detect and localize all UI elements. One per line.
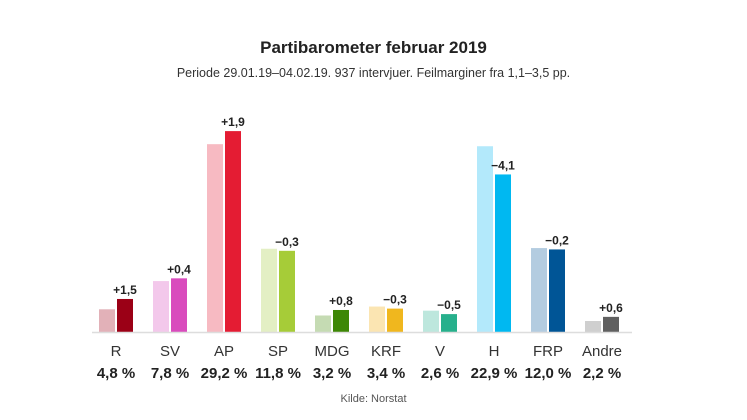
category-label: R xyxy=(111,343,122,360)
chart-title: Partibarometer februar 2019 xyxy=(260,38,487,57)
category-label: KRF xyxy=(371,343,401,360)
current-bar xyxy=(387,308,403,332)
current-bar xyxy=(333,309,349,332)
current-bar xyxy=(549,249,565,332)
change-label: +0,8 xyxy=(329,294,353,308)
value-label: 22,9 % xyxy=(471,365,518,382)
current-bar xyxy=(117,298,133,332)
value-label: 2,2 % xyxy=(583,365,621,382)
previous-bar xyxy=(261,248,277,332)
previous-bar xyxy=(315,315,331,332)
change-label: −0,3 xyxy=(383,293,407,307)
previous-bar xyxy=(369,306,385,332)
current-bar xyxy=(603,316,619,332)
value-label: 11,8 % xyxy=(255,365,301,382)
value-label: 4,8 % xyxy=(97,365,135,382)
current-bar xyxy=(441,314,457,332)
category-label: AP xyxy=(214,343,234,360)
previous-bar xyxy=(153,281,169,332)
category-label: Andre xyxy=(582,343,622,360)
category-label: SV xyxy=(160,343,180,360)
value-label: 12,0 % xyxy=(525,365,572,382)
change-label: −0,3 xyxy=(275,235,299,249)
value-label: 3,4 % xyxy=(367,365,405,382)
category-label: MDG xyxy=(315,343,350,360)
previous-bar xyxy=(207,144,223,332)
previous-bar xyxy=(423,310,439,332)
change-label: +0,6 xyxy=(599,301,623,315)
category-label: SP xyxy=(268,343,288,360)
current-bar xyxy=(171,278,187,332)
value-label: 7,8 % xyxy=(151,365,189,382)
change-label: −0,5 xyxy=(437,298,461,312)
change-label: +1,5 xyxy=(113,283,137,297)
category-label: H xyxy=(489,343,500,360)
category-label: FRP xyxy=(533,343,563,360)
category-label: V xyxy=(435,343,445,360)
previous-bar xyxy=(585,320,601,332)
change-label: +1,9 xyxy=(221,115,245,129)
value-label: 3,2 % xyxy=(313,365,351,382)
chart-source: Kilde: Norstat xyxy=(340,393,407,405)
previous-bar xyxy=(531,248,547,332)
current-bar xyxy=(279,250,295,332)
change-label: +0,4 xyxy=(167,262,191,276)
value-label: 29,2 % xyxy=(201,365,248,382)
previous-bar xyxy=(99,309,115,332)
change-label: −4,1 xyxy=(491,158,515,172)
chart-subtitle: Periode 29.01.19–04.02.19. 937 intervjue… xyxy=(176,66,571,80)
current-bar xyxy=(495,174,511,332)
value-label: 2,6 % xyxy=(421,365,459,382)
change-label: −0,2 xyxy=(545,233,569,247)
previous-bar xyxy=(477,146,493,332)
current-bar xyxy=(225,131,241,332)
